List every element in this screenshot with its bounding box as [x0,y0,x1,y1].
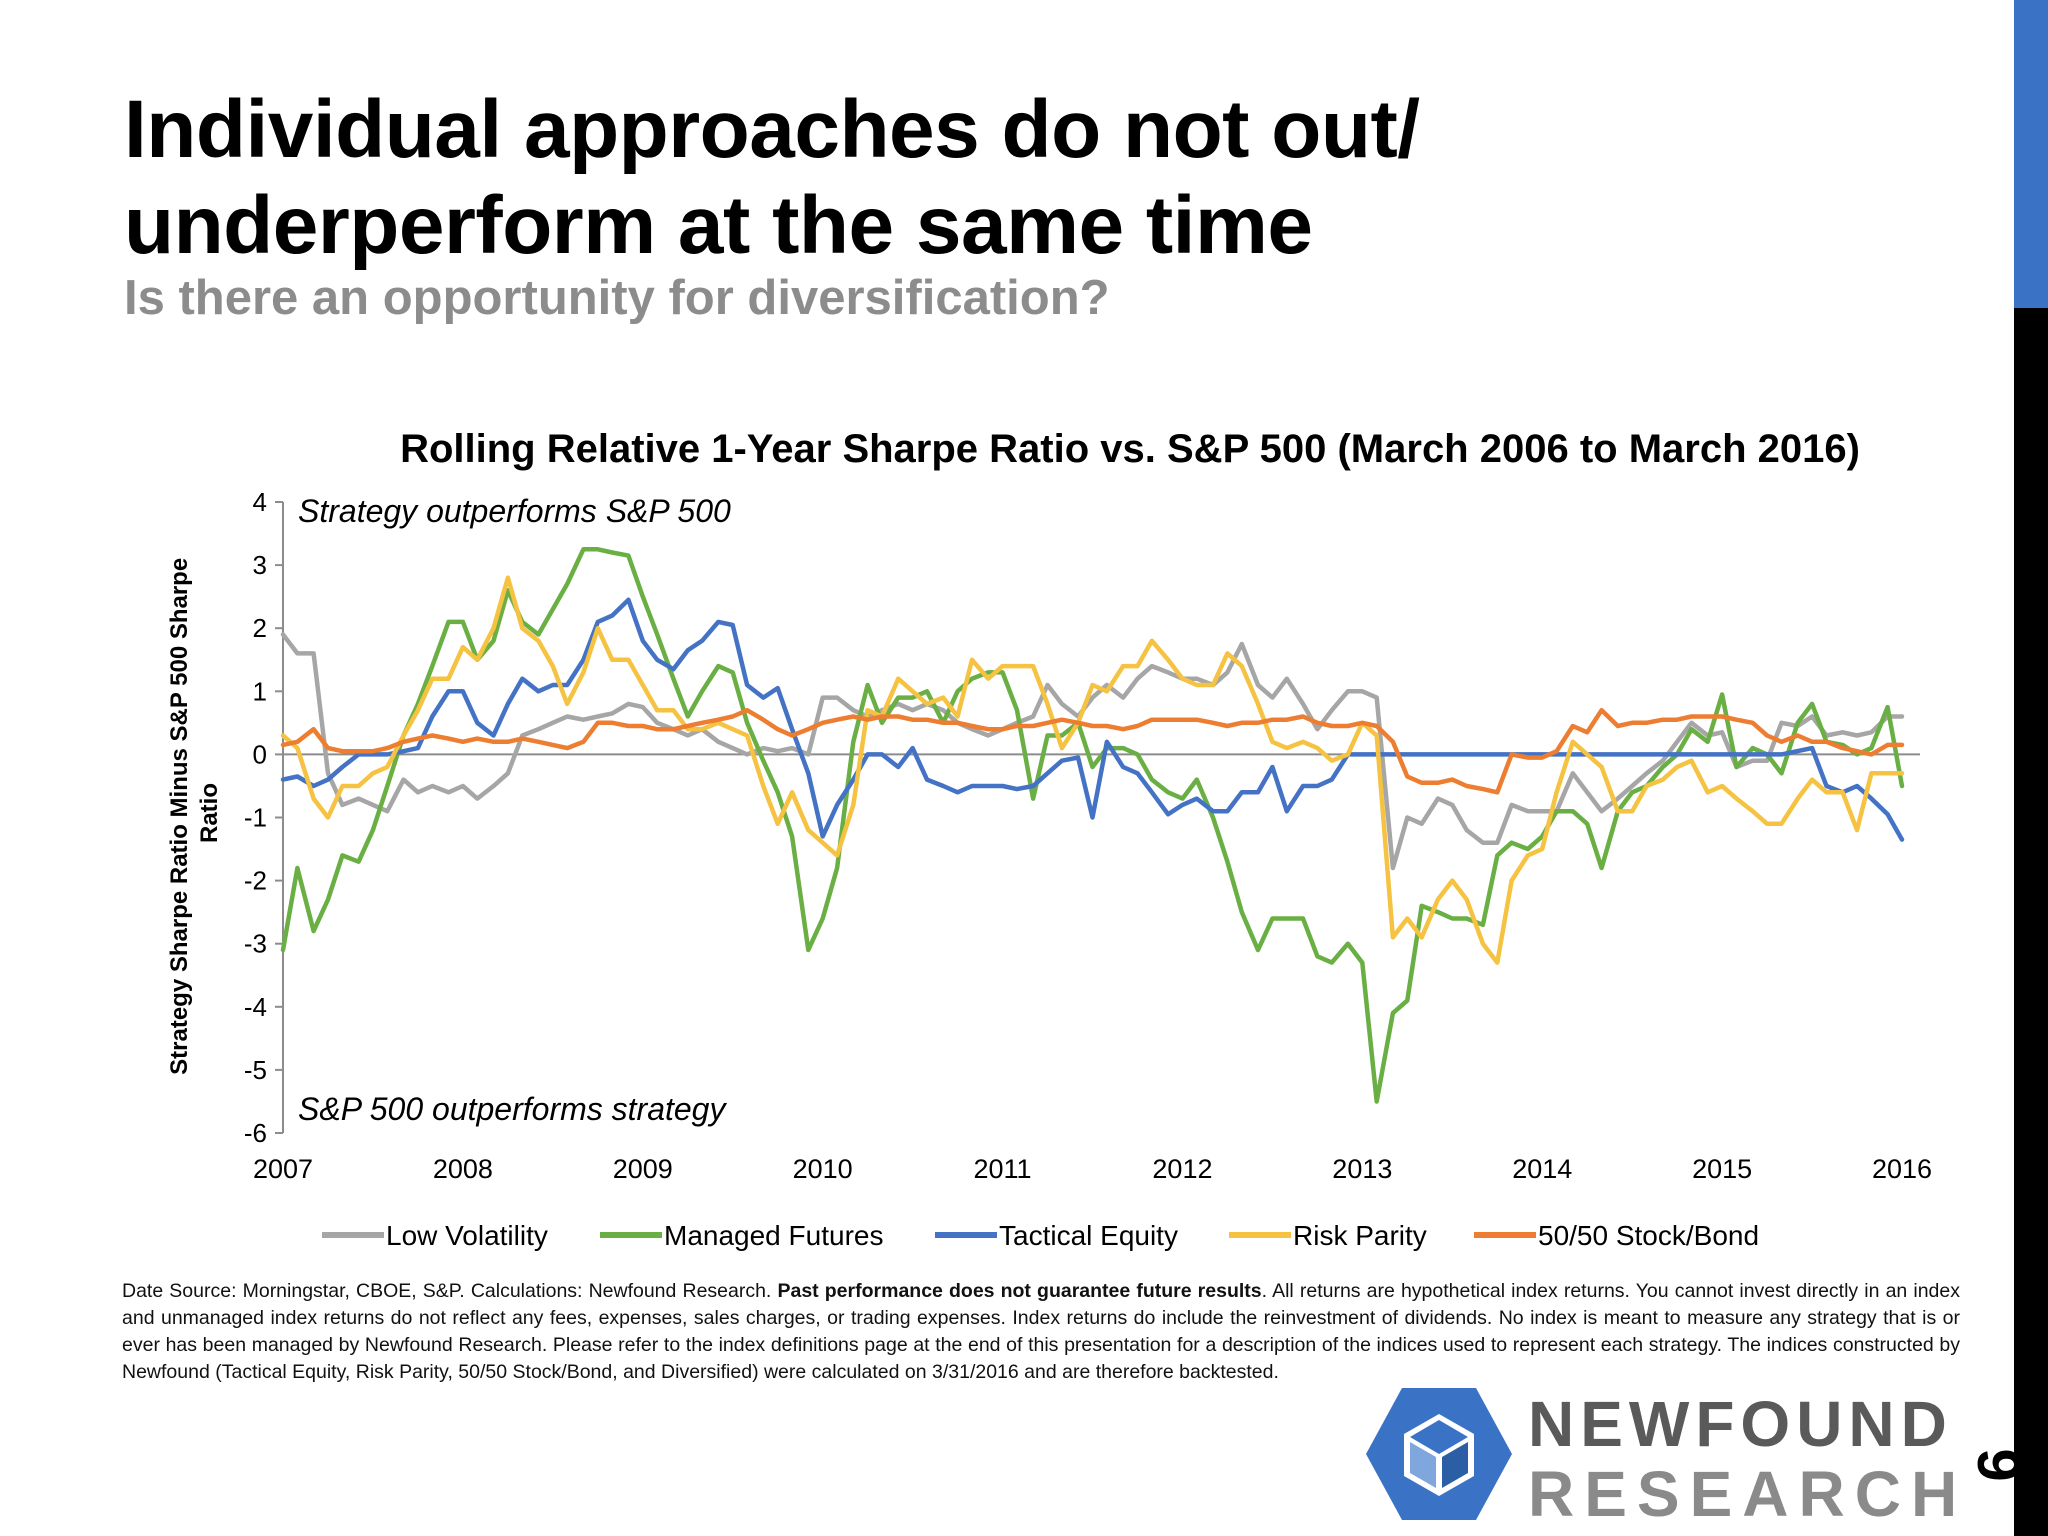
annotation-top: Strategy outperforms S&P 500 [298,493,731,529]
annotation-bottom: S&P 500 outperforms strategy [298,1091,727,1127]
logo-wordmark: NEWFOUND RESEARCH [1528,1392,1967,1526]
y-tick-label: 2 [253,613,267,643]
newfound-logo-icon [1366,1388,1512,1520]
x-tick-label: 2007 [253,1154,313,1184]
chart-title: Rolling Relative 1-Year Sharpe Ratio vs.… [400,427,1860,471]
footnote: Date Source: Morningstar, CBOE, S&P. Cal… [122,1278,1960,1386]
footnote-bold: Past performance does not guarantee futu… [777,1280,1262,1302]
sharpe-ratio-chart: Rolling Relative 1-Year Sharpe Ratio vs.… [166,427,1932,1251]
chart-legend: Low Volatility Managed Futures Tactical Eq… [322,1220,1759,1251]
logo-line-1: NEWFOUND [1528,1388,1953,1460]
series-line-4 [280,707,1905,795]
footnote-text-1: Date Source: Morningstar, CBOE, S&P. Cal… [122,1280,778,1302]
x-tick-label: 2012 [1152,1154,1212,1184]
y-tick-label: -6 [244,1118,267,1148]
y-tick-label: -4 [244,992,267,1022]
x-tick-label: 2015 [1692,1154,1752,1184]
y-tick-label: 4 [253,487,267,517]
x-tick-label: 2016 [1872,1154,1932,1184]
legend-label-1: Managed Futures [664,1220,883,1251]
y-tick-label: -5 [244,1055,267,1085]
y-tick-label: -3 [244,929,267,959]
series-line-1 [280,547,1905,1104]
chart-series [280,547,1905,1104]
side-bar-accent [2014,0,2048,308]
x-tick-label: 2014 [1512,1154,1572,1184]
legend-label-0: Low Volatility [386,1220,548,1251]
y-tick-label: -2 [244,866,267,896]
slide-title: Individual approaches do not out/ underp… [124,84,1420,271]
legend-label-4: 50/50 Stock/Bond [1538,1220,1759,1251]
y-tick-label: 1 [253,676,267,706]
x-tick-label: 2011 [974,1154,1032,1184]
y-axis-label: Strategy Sharpe Ratio Minus S&P 500 Shar… [166,551,223,1075]
legend-label-2: Tactical Equity [999,1220,1178,1251]
x-tick-label: 2008 [433,1154,493,1184]
x-tick-label: 2013 [1332,1154,1392,1184]
slide-subtitle: Is there an opportunity for diversificat… [124,271,1110,325]
x-tick-label: 2010 [793,1154,853,1184]
y-tick-label: 3 [253,550,267,580]
chart-axes: 4 3 2 1 0 -1 -2 -3 -4 -5 -6 2007 2008 2009 2010 2011 201… [244,487,1932,1184]
page-number: 9 [1965,1448,2032,1482]
series-line-0 [280,632,1905,871]
footnote-text-2: . All returns are hypothetical index ret… [122,1280,1960,1383]
x-tick-label: 2009 [613,1154,673,1184]
series-line-2 [280,597,1905,842]
legend-label-3: Risk Parity [1293,1220,1427,1251]
y-tick-label: 0 [253,739,267,769]
series-line-3 [280,575,1905,965]
logo-line-2: RESEARCH [1528,1458,1968,1530]
y-tick-label: -1 [244,803,267,833]
